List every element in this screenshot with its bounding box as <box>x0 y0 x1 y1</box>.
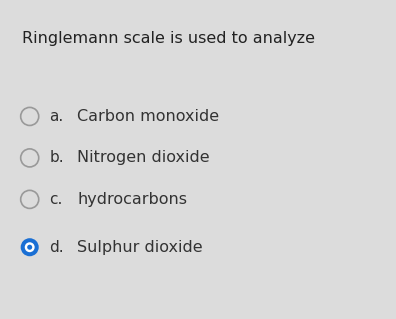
Text: Nitrogen dioxide: Nitrogen dioxide <box>77 150 210 166</box>
Text: c.: c. <box>50 192 63 207</box>
Text: b.: b. <box>50 150 64 166</box>
Ellipse shape <box>21 238 39 256</box>
Text: d.: d. <box>50 240 64 255</box>
Text: Carbon monoxide: Carbon monoxide <box>77 109 219 124</box>
Text: Ringlemann scale is used to analyze: Ringlemann scale is used to analyze <box>22 31 315 46</box>
Ellipse shape <box>25 242 35 252</box>
Text: Sulphur dioxide: Sulphur dioxide <box>77 240 203 255</box>
Ellipse shape <box>27 245 32 250</box>
Text: hydrocarbons: hydrocarbons <box>77 192 187 207</box>
Text: a.: a. <box>50 109 64 124</box>
